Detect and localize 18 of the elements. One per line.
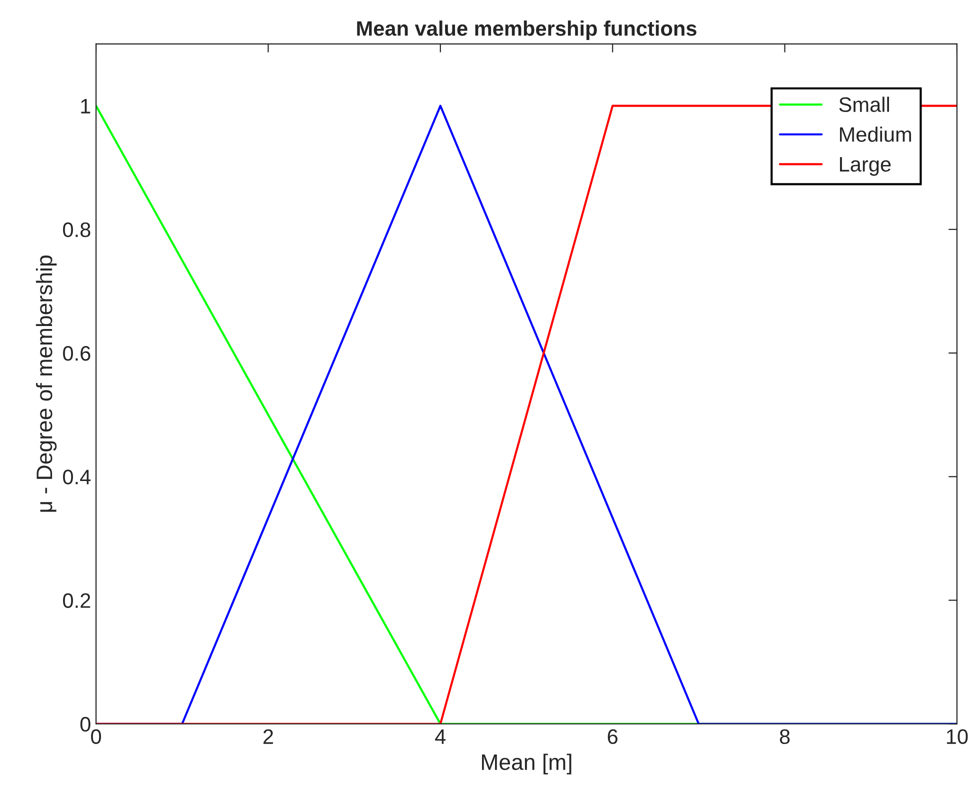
y-tick-label: 0 xyxy=(80,716,90,732)
x-tick-label: 10 xyxy=(946,729,968,744)
x-tick-label: 6 xyxy=(608,729,618,744)
y-tick-label: 0.6 xyxy=(63,346,90,361)
legend-label: Small xyxy=(839,96,889,112)
y-tick-label: 0.2 xyxy=(63,593,90,608)
y-axis-title: μ - Degree of membership xyxy=(36,256,57,512)
legend-label: Medium xyxy=(840,126,912,142)
chart-title: Mean value membership functions xyxy=(357,20,696,40)
y-tick-label: 1 xyxy=(81,99,90,114)
y-tick-label: 0.4 xyxy=(63,470,91,484)
x-tick-label: 0 xyxy=(91,729,102,744)
x-axis-title: Mean [m] xyxy=(482,754,572,774)
x-tick-label: 4 xyxy=(435,730,446,744)
y-tick-label: 0.8 xyxy=(63,222,90,238)
x-tick-label: 8 xyxy=(780,729,790,744)
x-tick-label: 2 xyxy=(263,729,273,744)
legend-label: Large xyxy=(840,157,891,176)
